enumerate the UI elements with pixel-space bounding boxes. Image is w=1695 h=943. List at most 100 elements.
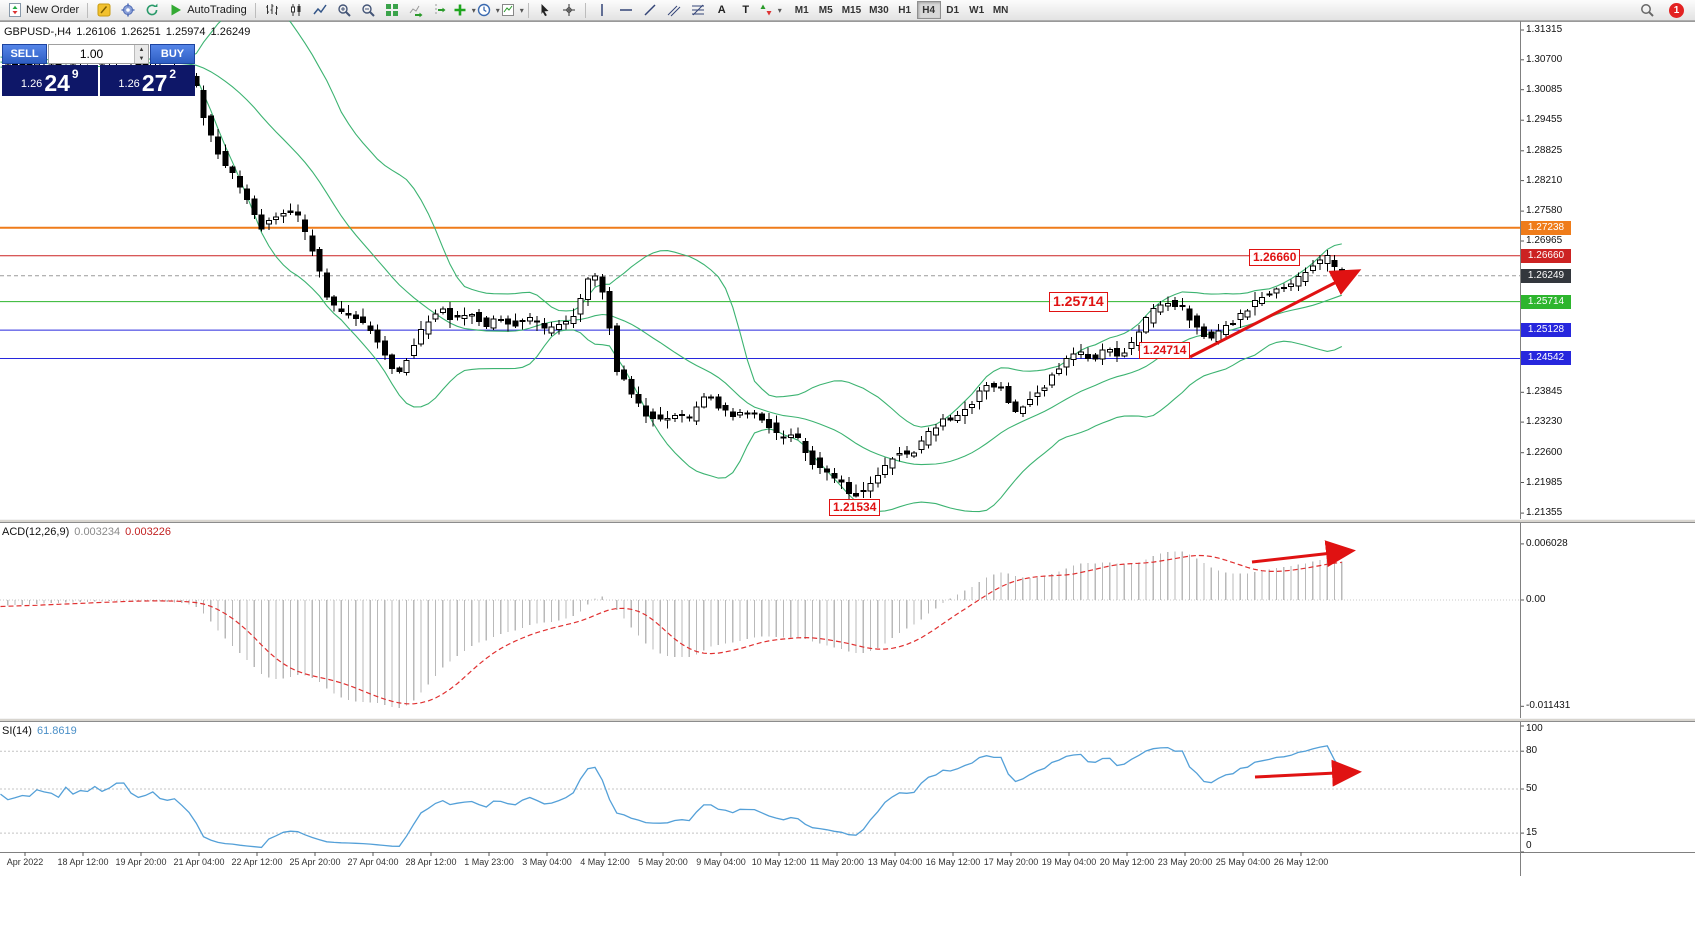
- timeframe-button-m15[interactable]: M15: [838, 1, 865, 19]
- level-price-tag: 1.25714: [1521, 294, 1571, 309]
- vertical-line-button[interactable]: [590, 1, 614, 20]
- chart-shift-button[interactable]: [428, 1, 452, 20]
- rsi-axis-tick: 100: [1526, 723, 1543, 734]
- auto-scroll-icon: [409, 5, 423, 18]
- arrows-button[interactable]: ▾: [758, 1, 782, 20]
- caret-down-icon: ▾: [495, 5, 500, 15]
- price-annotation[interactable]: 1.21534: [829, 499, 881, 516]
- arrow-objects-icon: [760, 4, 772, 16]
- crosshair-icon: [562, 4, 575, 16]
- main-chart-panel[interactable]: [0, 21, 1695, 519]
- trend-arrow[interactable]: [1254, 759, 1362, 787]
- time-axis-label: 11 May 20:00: [810, 857, 864, 867]
- autotrading-label: AutoTrading: [187, 4, 247, 16]
- rsi-axis-tick: 15: [1526, 827, 1538, 839]
- horizontal-line-button[interactable]: [614, 1, 638, 20]
- candlestick-chart-button[interactable]: [284, 1, 308, 20]
- templates-button[interactable]: ▾: [500, 1, 524, 20]
- price-axis[interactable]: 1.31315 1.30700 1.30085 1.29455 1.28825 1.282…: [1520, 21, 1695, 852]
- low-value: 1.25974: [165, 26, 206, 38]
- line-chart-button[interactable]: [308, 1, 332, 20]
- refresh-button[interactable]: [140, 1, 164, 20]
- time-axis-label: 13 May 04:00: [867, 857, 923, 867]
- macd-panel[interactable]: [0, 523, 1695, 718]
- zoom-out-button[interactable]: [356, 1, 380, 20]
- time-axis-label: 17 May 20:00: [983, 857, 1039, 867]
- periods-button[interactable]: ▾: [476, 1, 500, 20]
- bar-chart-button[interactable]: [260, 1, 284, 20]
- indicators-button[interactable]: ▾: [452, 1, 476, 20]
- equidistant-channel-button[interactable]: [662, 1, 686, 20]
- price-axis-tick: 1.21985: [1526, 476, 1563, 488]
- notification-badge[interactable]: 1: [1669, 2, 1684, 18]
- rsi-value: 61.8619: [36, 725, 77, 737]
- toolbar: New Order AutoTrading ▾ ▾ ▾ A T ▾ M1 M5 M1…: [0, 0, 1695, 21]
- horizontal-line-icon: [619, 9, 632, 11]
- options-button[interactable]: [116, 1, 140, 20]
- zoom-in-button[interactable]: [332, 1, 356, 20]
- price-annotation[interactable]: 1.26660: [1249, 249, 1301, 266]
- panel-splitter[interactable]: [0, 718, 1695, 722]
- price-annotation[interactable]: 1.25714: [1049, 292, 1108, 312]
- zoom-in-icon: [338, 4, 351, 17]
- new-order-button[interactable]: New Order: [3, 1, 83, 20]
- time-axis-label: 25 May 04:00: [1215, 857, 1271, 867]
- level-price-tag: 1.25128: [1521, 323, 1571, 338]
- price-axis-tick: 1.27580: [1526, 205, 1563, 217]
- zoom-out-icon: [362, 4, 375, 17]
- time-axis[interactable]: Apr 2022 18 Apr 12:00 19 Apr 20:00 21 Apr 0…: [0, 852, 1695, 876]
- indicators-plus-icon: [454, 4, 466, 16]
- fibonacci-button[interactable]: [686, 1, 710, 20]
- metaeditor-button[interactable]: [92, 1, 116, 20]
- time-axis-label: Apr 2022: [6, 857, 44, 867]
- trendline-button[interactable]: [638, 1, 662, 20]
- volume-input[interactable]: [49, 45, 134, 63]
- timeframe-button-m5[interactable]: M5: [814, 1, 838, 19]
- macd-signal-value: 0.003226: [125, 526, 172, 538]
- trend-arrow[interactable]: [1189, 269, 1362, 359]
- caret-up-icon: ▲: [138, 46, 145, 53]
- cursor-button[interactable]: [533, 1, 557, 20]
- timeframe-button-m30[interactable]: M30: [865, 1, 892, 19]
- caret-down-icon: ▼: [138, 55, 145, 62]
- volume-decrease-button[interactable]: ▼: [135, 54, 148, 63]
- volume-increase-button[interactable]: ▲: [135, 45, 148, 54]
- text-label-button[interactable]: T: [734, 1, 758, 20]
- tile-windows-button[interactable]: [380, 1, 404, 20]
- open-value: 1.26106: [76, 26, 117, 38]
- time-axis-label: 28 Apr 12:00: [405, 857, 457, 867]
- time-axis-label: 19 May 04:00: [1041, 857, 1097, 867]
- text-button[interactable]: A: [710, 1, 734, 20]
- time-axis-label: 3 May 04:00: [522, 857, 572, 867]
- auto-scroll-button[interactable]: [404, 1, 428, 20]
- autotrading-button[interactable]: AutoTrading: [164, 1, 251, 20]
- panel-splitter[interactable]: [0, 519, 1695, 523]
- bid-pipette: 9: [71, 67, 79, 81]
- trend-arrow[interactable]: [1251, 540, 1356, 568]
- buy-button[interactable]: BUY: [150, 44, 195, 64]
- price-axis-separator: [1520, 21, 1521, 876]
- time-axis-label: 23 May 20:00: [1157, 857, 1213, 867]
- current-price-tag: 1.26249: [1521, 268, 1571, 283]
- price-annotation[interactable]: 1.24714: [1139, 342, 1191, 359]
- timeframe-button-mn[interactable]: MN: [989, 1, 1013, 19]
- search-icon[interactable]: [1639, 2, 1655, 18]
- ask-big-digits: 27: [141, 70, 168, 96]
- timeframe-button-w1[interactable]: W1: [965, 1, 989, 19]
- sell-button[interactable]: SELL: [2, 44, 47, 64]
- rsi-panel[interactable]: [0, 722, 1695, 852]
- macd-histogram: [7, 551, 1343, 708]
- vertical-line-icon: [600, 4, 603, 16]
- bid-price-panel[interactable]: 1.26 24 9: [2, 65, 98, 96]
- timeframe-button-d1[interactable]: D1: [941, 1, 965, 19]
- timeframe-button-m1[interactable]: M1: [790, 1, 814, 19]
- time-axis-label: 1 May 23:00: [464, 857, 514, 867]
- timeframe-button-h4[interactable]: H4: [916, 1, 941, 19]
- crosshair-button[interactable]: [557, 1, 581, 20]
- refresh-icon: [146, 3, 158, 16]
- template-icon: [501, 4, 514, 16]
- ask-price-panel[interactable]: 1.26 27 2: [99, 65, 195, 96]
- symbol-period-label: GBPUSD-,H4: [4, 26, 72, 38]
- timeframe-button-h1[interactable]: H1: [893, 1, 917, 19]
